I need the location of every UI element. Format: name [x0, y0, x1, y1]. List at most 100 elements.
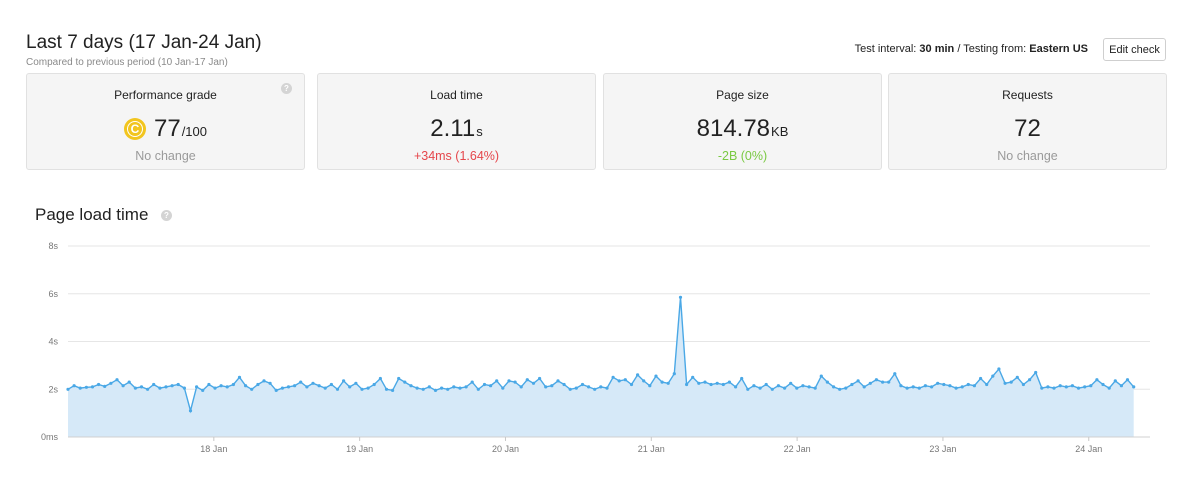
data-point	[966, 382, 970, 387]
data-point	[421, 387, 425, 391]
data-point	[868, 381, 872, 385]
data-point	[1052, 386, 1056, 390]
x-tick-label: 21 Jan	[638, 444, 665, 454]
data-point	[709, 382, 713, 387]
data-point	[250, 387, 254, 391]
data-point	[862, 385, 866, 389]
data-point	[1089, 384, 1093, 388]
data-point	[764, 382, 768, 387]
y-tick-label: 4s	[48, 337, 58, 347]
data-point	[476, 387, 480, 391]
data-point	[127, 380, 131, 384]
data-point	[691, 375, 695, 379]
data-point	[648, 384, 652, 388]
data-point	[139, 385, 144, 389]
card-value: C 77/100	[27, 115, 304, 143]
data-point	[293, 384, 297, 388]
data-point	[746, 387, 750, 391]
data-point	[605, 386, 609, 390]
page-load-time-chart: 0ms 2s 4s 6s 8s 18 Jan 19 Jan 20 Jan 21 Jan 22 J…	[41, 241, 1150, 454]
data-point	[470, 380, 474, 384]
data-point	[244, 384, 248, 388]
data-point	[213, 386, 217, 390]
data-point	[182, 386, 186, 390]
data-point	[1076, 386, 1081, 390]
data-point	[887, 380, 891, 384]
data-point	[507, 379, 511, 383]
y-tick-label: 6s	[48, 289, 58, 299]
data-point	[856, 379, 860, 383]
help-icon[interactable]: ?	[281, 83, 292, 94]
data-point	[770, 387, 774, 391]
data-point	[335, 387, 340, 391]
data-point	[844, 386, 848, 390]
data-point	[611, 375, 615, 379]
data-point	[201, 388, 205, 392]
comparison-subtitle: Compared to previous period (10 Jan-17 J…	[26, 57, 228, 68]
y-tick-label: 2s	[48, 384, 58, 394]
data-point	[164, 385, 168, 389]
testing-location: Eastern US	[1029, 43, 1088, 55]
data-point	[152, 382, 156, 387]
data-point	[1119, 384, 1123, 388]
x-tick-label: 18 Jan	[200, 444, 227, 454]
chart-x-axis: 18 Jan 19 Jan 20 Jan 21 Jan 22 Jan 23 Jan 24 J…	[68, 436, 1150, 454]
data-point	[280, 386, 284, 390]
edit-check-button[interactable]: Edit check	[1103, 38, 1166, 61]
data-point	[97, 382, 101, 387]
card-delta: +34ms (1.64%)	[413, 149, 500, 163]
load-time-card: Load time 2.11 s +34ms (1.64%)	[317, 73, 596, 170]
data-point	[678, 295, 683, 299]
data-point	[452, 385, 456, 389]
data-point	[427, 385, 431, 389]
load-time-value: 2.11	[430, 115, 476, 142]
data-point	[103, 384, 107, 388]
data-point	[482, 382, 487, 387]
data-point	[109, 381, 113, 385]
data-point	[960, 385, 964, 389]
data-point	[593, 387, 597, 391]
data-point	[832, 385, 836, 389]
data-point	[587, 385, 591, 389]
data-point	[1034, 370, 1038, 375]
data-point	[715, 381, 719, 385]
data-point	[433, 388, 438, 392]
x-tick-label: 23 Jan	[929, 444, 956, 454]
data-point	[1003, 381, 1007, 385]
data-point	[440, 386, 444, 390]
data-point	[697, 381, 701, 385]
data-point	[525, 378, 529, 382]
data-point	[672, 372, 676, 376]
data-point	[207, 382, 211, 387]
data-point	[299, 380, 303, 384]
data-point	[464, 385, 468, 389]
testing-label: Testing from:	[963, 43, 1027, 55]
data-point	[795, 386, 799, 390]
data-point	[1095, 378, 1099, 382]
data-point	[642, 379, 646, 383]
x-tick-label: 19 Jan	[346, 444, 373, 454]
data-point	[519, 385, 523, 389]
summary-cards: ? Performance grade C 77/100 No change L…	[26, 73, 1167, 170]
data-point	[121, 384, 125, 388]
data-point	[415, 386, 419, 390]
data-point	[391, 388, 395, 392]
page-size-card: Page size 814.78 KB -2B (0%)	[603, 73, 882, 170]
test-settings-summary: Test interval: 30 min / Testing from: Ea…	[855, 43, 1088, 55]
data-point	[881, 380, 885, 384]
card-value: 2.11 s	[318, 115, 595, 143]
help-icon[interactable]: ?	[161, 210, 172, 221]
data-point	[985, 382, 989, 387]
data-point	[446, 387, 450, 391]
data-point	[133, 386, 137, 390]
data-point	[574, 386, 578, 390]
data-point	[538, 376, 542, 381]
card-value: 72	[889, 115, 1166, 143]
data-point	[1070, 384, 1074, 388]
data-point	[776, 384, 781, 388]
data-point	[66, 387, 70, 391]
data-point	[286, 385, 291, 389]
card-delta: -2B (0%)	[717, 149, 768, 163]
data-point	[237, 375, 242, 379]
data-point	[219, 384, 223, 388]
